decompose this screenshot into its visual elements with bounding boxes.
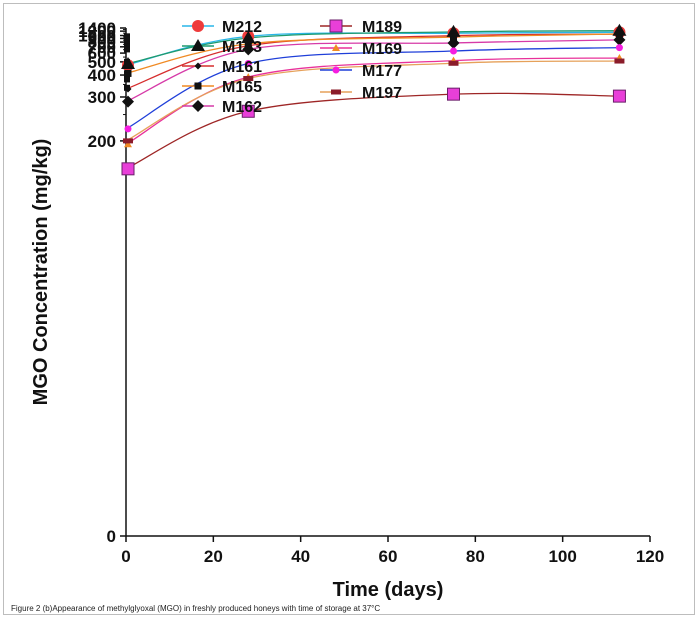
series-line-m189 [125, 92, 620, 170]
marker-m177 [450, 47, 457, 55]
series-line-m162 [125, 39, 620, 103]
y-tick-label: 400 [88, 66, 116, 85]
legend-label: M163 [222, 39, 262, 56]
x-tick-label: 120 [636, 547, 664, 566]
y-axis-point-mark [124, 76, 130, 83]
legend-swatch-marker [194, 82, 202, 90]
legend-swatch-marker [331, 89, 341, 95]
legend-swatch-marker [192, 100, 204, 112]
legend-label: M162 [222, 99, 262, 116]
legend-swatch-marker [329, 19, 343, 33]
series-line-m163 [125, 30, 620, 65]
y-tick-label: 900 [88, 29, 116, 48]
marker-m197 [123, 138, 133, 144]
mgo-chart: 0 20 40 60 80 100 1200200300400500600700800900… [30, 19, 664, 601]
x-tick-label: 60 [379, 547, 398, 566]
y-tick-label: 300 [88, 88, 116, 107]
marker-m189 [612, 89, 626, 103]
y-tick-label: 1200 [78, 22, 116, 41]
legend-label: M177 [362, 63, 402, 80]
marker-m169 [124, 140, 132, 148]
x-tick-label: 100 [548, 547, 576, 566]
marker-m197 [243, 76, 254, 82]
series-line-m177 [125, 46, 620, 130]
marker-m177 [124, 125, 132, 133]
figure-frame: 0 20 40 60 80 100 120 0 200 300 400 500 600 700 800 900… [3, 3, 695, 615]
y-tick-label: 600 [88, 44, 116, 63]
legend-label: M169 [362, 41, 402, 58]
legend-item-m212: M212 [182, 19, 262, 36]
marker-m162 [447, 36, 460, 49]
marker-m162 [242, 43, 255, 56]
legend-item-m165: M165 [182, 79, 262, 96]
y-axis-title: MGO Concentration (mg/kg) [30, 139, 52, 406]
legend-label: M165 [222, 79, 262, 96]
legend-label: M197 [362, 85, 402, 102]
marker-m197 [614, 58, 625, 64]
series-line-m161 [125, 33, 620, 90]
y-axis-point-mark [124, 72, 130, 79]
legend-item-m197: M197 [320, 85, 402, 102]
marker-m197 [448, 60, 459, 66]
legend-item-m162: M162 [182, 99, 262, 116]
y-tick-label: 200 [88, 132, 116, 151]
marker-m163 [241, 30, 256, 43]
legend-item-m163: M163 [182, 39, 262, 56]
y-tick-label: 1400 [78, 19, 116, 38]
y-tick-label: 0 [107, 527, 116, 546]
y-axis-point-mark [124, 61, 130, 68]
legend-item-m177: M177 [320, 63, 402, 80]
y-axis-cluster-marks [124, 33, 130, 91]
legend-label: M212 [222, 19, 262, 36]
x-tick-label: 0 [121, 547, 130, 566]
legend-item-m169: M169 [320, 41, 402, 58]
y-axis-point-mark [124, 84, 130, 91]
series-markers [121, 23, 627, 176]
y-tick-label: 800 [88, 33, 116, 52]
marker-m189 [241, 104, 255, 118]
legend-swatch-marker [332, 66, 340, 74]
legend-swatch-marker [192, 20, 204, 32]
x-tick-label: 80 [466, 547, 485, 566]
legend: M212 M163 M161 M165 M162 M189 M169 M177 M197 [182, 19, 402, 116]
series-line-m165 [125, 33, 620, 75]
figure-caption: Figure 2 (b)Appearance of methylglyoxal … [11, 604, 381, 613]
y-tick-label: 500 [88, 53, 116, 72]
legend-label: M189 [362, 19, 402, 36]
marker-m162 [613, 33, 626, 46]
legend-swatch-marker [191, 39, 205, 51]
legend-item-m189: M189 [320, 19, 402, 36]
x-axis-title: Time (days) [333, 579, 444, 601]
legend-swatch-marker [332, 44, 340, 51]
x-tick-label: 20 [204, 547, 223, 566]
legend-label: M161 [222, 59, 262, 76]
y-axis-point-mark [124, 46, 130, 53]
axes: 0 20 40 60 80 100 1200200300400500600700800900… [78, 19, 664, 566]
marker-m177 [615, 44, 623, 52]
series-lines [125, 30, 620, 170]
marker-m189 [447, 87, 460, 101]
marker-m177 [244, 59, 252, 67]
legend-swatch-marker [194, 62, 202, 70]
series-line-m197 [125, 60, 620, 142]
marker-m189 [121, 162, 135, 176]
y-tick-label: 700 [88, 38, 116, 57]
y-axis-point-mark [124, 35, 130, 42]
y-tick-label: 1000 [78, 27, 116, 46]
marker-m162 [122, 95, 134, 108]
legend-item-m161: M161 [182, 59, 262, 76]
x-tick-label: 40 [291, 547, 310, 566]
